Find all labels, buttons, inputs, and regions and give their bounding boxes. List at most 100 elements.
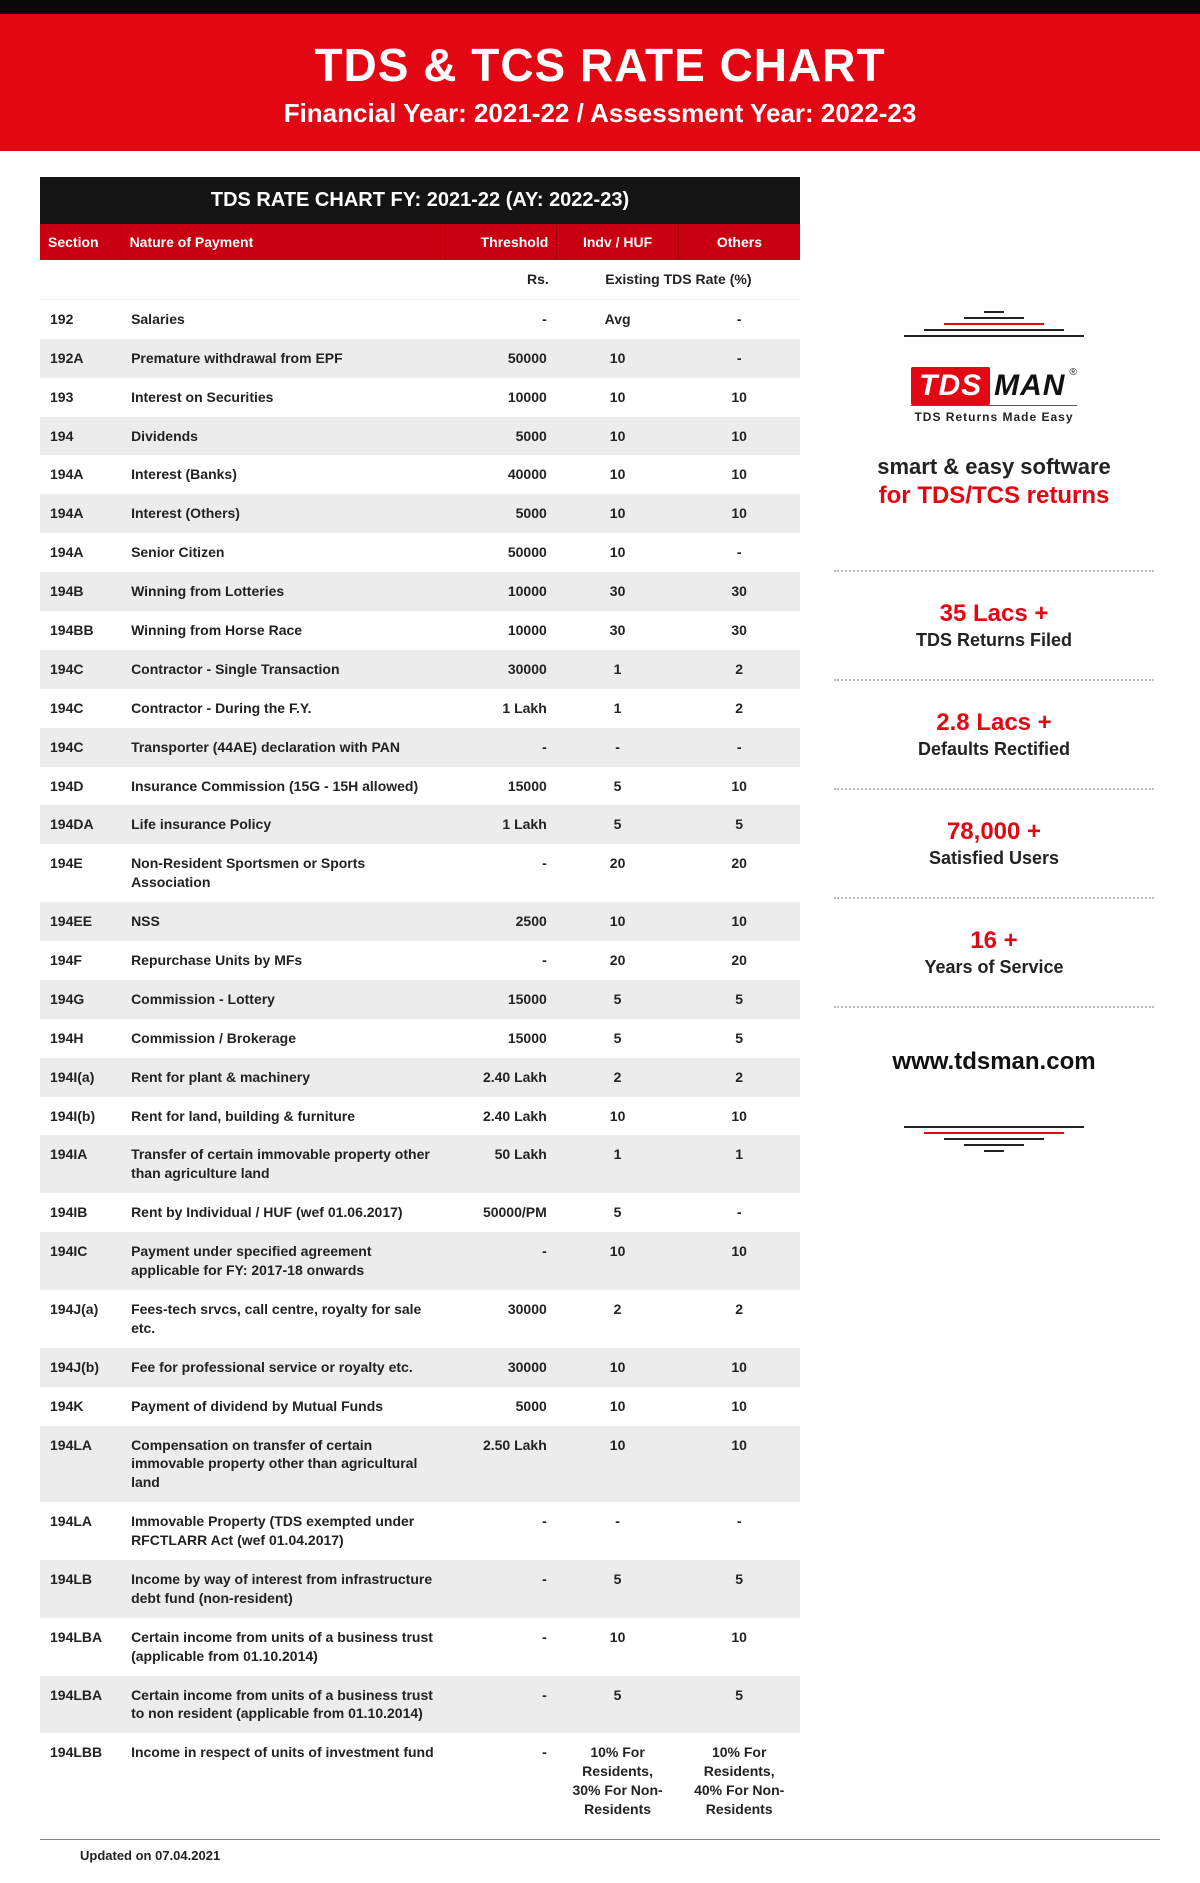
cell-nature: Immovable Property (TDS exempted under R…: [121, 1502, 445, 1560]
pyramid-up-icon: [894, 311, 1094, 337]
cell-others: 10: [678, 902, 800, 941]
cell-nature: Winning from Horse Race: [121, 611, 445, 650]
table-row: 194J(a) Fees-tech srvcs, call centre, ro…: [40, 1290, 800, 1348]
cell-indv: 5: [557, 1193, 679, 1232]
subhead-threshold: Rs.: [445, 260, 556, 299]
cell-indv: 10: [557, 1618, 679, 1676]
cell-indv: 10: [557, 1426, 679, 1503]
cell-others: 20: [678, 844, 800, 902]
table-row: 194 Dividends 5000 10 10: [40, 417, 800, 456]
table-row: 194A Interest (Banks) 40000 10 10: [40, 455, 800, 494]
cell-others: -: [678, 1193, 800, 1232]
cell-others: 10: [678, 378, 800, 417]
sidebar: TDSMAN® TDS Returns Made Easy smart & ea…: [828, 177, 1160, 1829]
table-row: 192 Salaries - Avg -: [40, 299, 800, 338]
cell-section: 194C: [40, 650, 121, 689]
cell-threshold: 5000: [445, 494, 556, 533]
stat-label: TDS Returns Filed: [828, 630, 1160, 651]
cell-threshold: 15000: [445, 767, 556, 806]
cell-others: 30: [678, 611, 800, 650]
cell-nature: Dividends: [121, 417, 445, 456]
cell-threshold: -: [445, 1560, 556, 1618]
table-row: 194C Transporter (44AE) declaration with…: [40, 728, 800, 767]
main-content: TDS RATE CHART FY: 2021-22 (AY: 2022-23)…: [0, 151, 1200, 1839]
cell-indv: 1: [557, 689, 679, 728]
table-row: 194LBA Certain income from units of a bu…: [40, 1618, 800, 1676]
cell-others: 5: [678, 1676, 800, 1734]
table-row: 194LBB Income in respect of units of inv…: [40, 1733, 800, 1829]
col-others: Others: [678, 224, 800, 260]
cell-section: 194G: [40, 980, 121, 1019]
stat-number: 78,000 +: [828, 818, 1160, 846]
cell-indv: Avg: [557, 299, 679, 338]
stat-number: 2.8 Lacs +: [828, 709, 1160, 737]
cell-others: 10: [678, 455, 800, 494]
stat-item: 78,000 + Satisfied Users: [828, 818, 1160, 869]
cell-indv: 20: [557, 844, 679, 902]
cell-indv: 10: [557, 902, 679, 941]
dotted-separator: [834, 1006, 1154, 1008]
cell-others: 5: [678, 1019, 800, 1058]
cell-indv: 5: [557, 1676, 679, 1734]
cell-section: 194LBA: [40, 1618, 121, 1676]
table-row: 194IC Payment under specified agreement …: [40, 1232, 800, 1290]
table-row: 194J(b) Fee for professional service or …: [40, 1348, 800, 1387]
cell-nature: Transfer of certain immovable property o…: [121, 1135, 445, 1193]
cell-indv: 10: [557, 1387, 679, 1426]
cell-indv: 10: [557, 378, 679, 417]
table-row: 194C Contractor - Single Transaction 300…: [40, 650, 800, 689]
cell-section: 194A: [40, 494, 121, 533]
cell-others: 2: [678, 650, 800, 689]
cell-nature: Compensation on transfer of certain immo…: [121, 1426, 445, 1503]
table-row: 194H Commission / Brokerage 15000 5 5: [40, 1019, 800, 1058]
col-indv: Indv / HUF: [557, 224, 679, 260]
cell-section: 194E: [40, 844, 121, 902]
cell-nature: Income by way of interest from infrastru…: [121, 1560, 445, 1618]
cell-section: 194LA: [40, 1426, 121, 1503]
website-url: www.tdsman.com: [828, 1048, 1160, 1076]
cell-others: 2: [678, 1290, 800, 1348]
cell-nature: Salaries: [121, 299, 445, 338]
cell-section: 193: [40, 378, 121, 417]
cell-indv: 10: [557, 533, 679, 572]
cell-threshold: 15000: [445, 980, 556, 1019]
cell-indv: 20: [557, 941, 679, 980]
cell-others: 2: [678, 689, 800, 728]
stat-label: Satisfied Users: [828, 848, 1160, 869]
cell-nature: Commission / Brokerage: [121, 1019, 445, 1058]
stat-number: 16 +: [828, 927, 1160, 955]
table-row: 192A Premature withdrawal from EPF 50000…: [40, 339, 800, 378]
cell-section: 194I(a): [40, 1058, 121, 1097]
col-nature: Nature of Payment: [121, 224, 445, 260]
cell-threshold: -: [445, 1733, 556, 1829]
cell-indv: 1: [557, 1135, 679, 1193]
cell-others: -: [678, 533, 800, 572]
table-row: 194G Commission - Lottery 15000 5 5: [40, 980, 800, 1019]
cell-nature: Certain income from units of a business …: [121, 1676, 445, 1734]
cell-nature: Interest (Banks): [121, 455, 445, 494]
cell-others: 20: [678, 941, 800, 980]
cell-threshold: -: [445, 844, 556, 902]
logo-man: MAN: [990, 367, 1069, 405]
table-row: 194F Repurchase Units by MFs - 20 20: [40, 941, 800, 980]
cell-threshold: -: [445, 299, 556, 338]
stat-item: 16 + Years of Service: [828, 927, 1160, 978]
cell-section: 194A: [40, 533, 121, 572]
cell-indv: 10: [557, 1232, 679, 1290]
cell-threshold: 1 Lakh: [445, 689, 556, 728]
cell-indv: 5: [557, 1019, 679, 1058]
cell-nature: Interest on Securities: [121, 378, 445, 417]
cell-others: 10: [678, 1232, 800, 1290]
cell-nature: Winning from Lotteries: [121, 572, 445, 611]
cell-others: 5: [678, 805, 800, 844]
table-row: 194B Winning from Lotteries 10000 30 30: [40, 572, 800, 611]
cell-indv: 30: [557, 611, 679, 650]
cell-threshold: 15000: [445, 1019, 556, 1058]
table-row: 194K Payment of dividend by Mutual Funds…: [40, 1387, 800, 1426]
cell-indv: 10: [557, 455, 679, 494]
cell-section: 194LBA: [40, 1676, 121, 1734]
cell-threshold: 1 Lakh: [445, 805, 556, 844]
cell-others: 10: [678, 1618, 800, 1676]
cell-others: 10: [678, 494, 800, 533]
cell-others: -: [678, 339, 800, 378]
